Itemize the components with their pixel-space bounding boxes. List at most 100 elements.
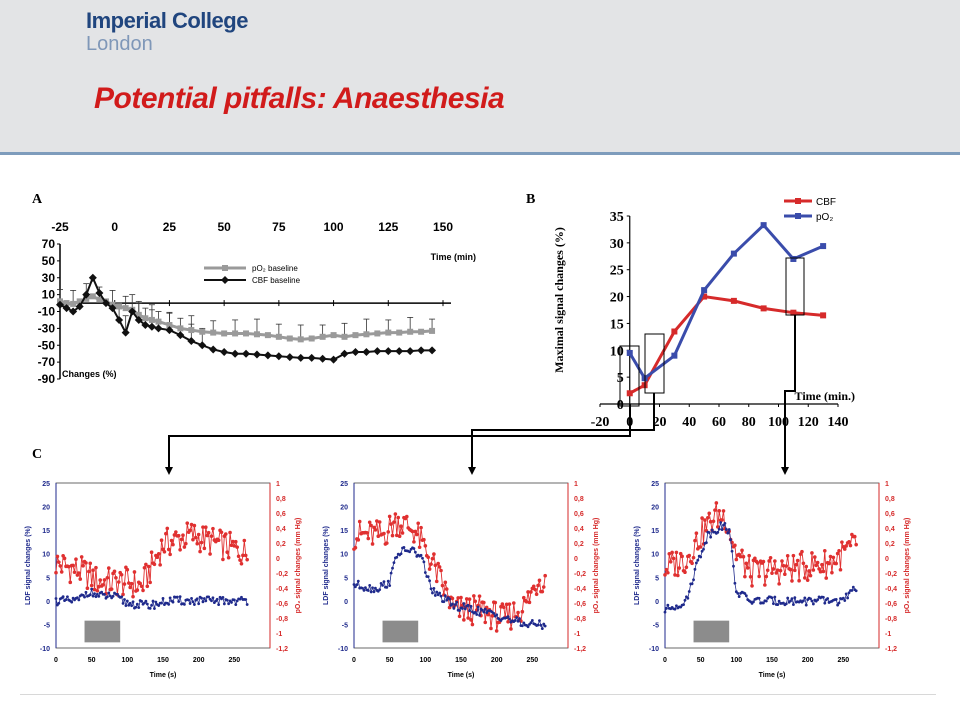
c-ldf-point [702, 547, 705, 551]
c-ldf-point [221, 595, 225, 599]
connector-line [168, 404, 631, 468]
c-x-tick-label: 100 [121, 657, 133, 664]
c-x-tick-label: 200 [491, 657, 503, 664]
c-po2-point [684, 565, 689, 570]
c-po2-point [194, 535, 198, 540]
c-ldf-point [120, 595, 124, 599]
c-right-tick-label: -1 [574, 631, 580, 638]
c-ldf-point [772, 602, 775, 606]
c-ldf-point [161, 597, 165, 600]
c-po2-point [676, 573, 680, 578]
c-ldf-point [854, 589, 858, 593]
b-y-tick-label: 30 [610, 237, 624, 252]
c-ldf-point [100, 590, 104, 594]
c-ldf-point [675, 604, 678, 608]
c-right-axis-label: pO₂ signal changes (mm Hg) [593, 518, 600, 614]
c-po2-point [817, 567, 821, 571]
c-left-axis-label: LDF signal changes (%) [323, 526, 330, 605]
c-x-tick-label: 0 [663, 657, 667, 664]
a-cbf-point [108, 304, 117, 313]
c-po2-point [526, 590, 530, 594]
c-po2-point [367, 520, 372, 525]
c-po2-point [181, 533, 185, 538]
c-ldf-point [492, 611, 496, 615]
c-left-tick-label: 10 [42, 552, 50, 559]
c-po2-point [748, 574, 753, 579]
a-cbf-point [274, 352, 283, 361]
c-ldf-point [130, 604, 134, 608]
c-right-tick-label: 0 [276, 556, 280, 563]
c-ldf-point [211, 596, 215, 600]
c-po2-point [144, 562, 148, 567]
c-po2-point [443, 580, 448, 585]
c-ldf-point [846, 596, 850, 600]
c-po2-point [807, 569, 811, 573]
c-right-tick-label: -1,2 [574, 646, 586, 653]
a-y-tick-label: -70 [38, 355, 56, 369]
c-po2-point [690, 561, 694, 566]
a-po2-point [122, 305, 129, 312]
c-ldf-point [717, 527, 721, 531]
c-ldf-point [699, 555, 703, 559]
c-ldf-point [369, 590, 373, 594]
panel-label-a: A [32, 192, 43, 207]
b-legend-marker [795, 213, 801, 219]
c-po2-point [55, 554, 60, 559]
c-ldf-point [108, 594, 112, 598]
c-ldf-point [154, 600, 158, 604]
a-cbf-point [198, 341, 207, 350]
c-ldf-point [841, 596, 845, 600]
c-po2-point [162, 549, 167, 554]
b-x-tick-label: -20 [591, 415, 610, 430]
c-ldf-point [777, 599, 781, 603]
c-ldf-point [451, 602, 454, 606]
c-ldf-point [482, 610, 486, 614]
a-cbf-point [318, 354, 327, 363]
c-po2-point [828, 554, 833, 559]
c-po2-point [664, 567, 669, 572]
c-po2-point [800, 549, 804, 554]
c-ldf-point [371, 586, 374, 590]
c-po2-point [840, 540, 844, 544]
c-po2-point [77, 571, 81, 575]
c-ldf-point [786, 596, 790, 600]
a-cbf-point [154, 324, 163, 333]
a-po2-point [429, 327, 436, 334]
a-cbf-point [384, 347, 393, 356]
a-po2-point [352, 332, 359, 339]
c-ldf-point [177, 600, 181, 603]
c-po2-point [192, 523, 197, 528]
a-y-tick-label: -90 [38, 372, 56, 386]
a-x-tick-label: 0 [111, 220, 118, 234]
c-po2-point [79, 555, 84, 559]
c-ldf-point [366, 589, 370, 592]
b-series-po2-line [628, 222, 824, 381]
c-po2-point [509, 627, 513, 631]
c-po2-point [668, 559, 673, 564]
a-x-tick-label: -25 [51, 220, 69, 234]
c-po2-point [208, 552, 212, 556]
c-po2-point [464, 597, 469, 601]
c-right-tick-label: -0,8 [885, 616, 897, 623]
c-ldf-point [737, 595, 741, 599]
a-po2-point [142, 315, 149, 322]
a-y-tick-label: -10 [38, 305, 56, 319]
c-po2-point [165, 526, 170, 531]
c-po2-point [757, 574, 761, 579]
c-ldf-point [682, 603, 685, 607]
c-ldf-point [70, 600, 74, 604]
c-ldf-point [744, 594, 748, 598]
c-po2-point [813, 555, 817, 559]
c-po2-point [500, 602, 505, 606]
a-po2-point [286, 335, 293, 342]
c-ldf-point [522, 621, 526, 625]
a-po2-point [63, 300, 70, 307]
c-po2-point [399, 524, 403, 528]
a-po2-point [243, 330, 250, 337]
c-po2-point [202, 546, 207, 551]
c-ldf-point [690, 582, 694, 586]
c-ldf-point [135, 602, 139, 606]
c-left-tick-label: 0 [344, 599, 348, 606]
c-po2-point [116, 580, 121, 584]
c-ldf-point [187, 598, 191, 602]
